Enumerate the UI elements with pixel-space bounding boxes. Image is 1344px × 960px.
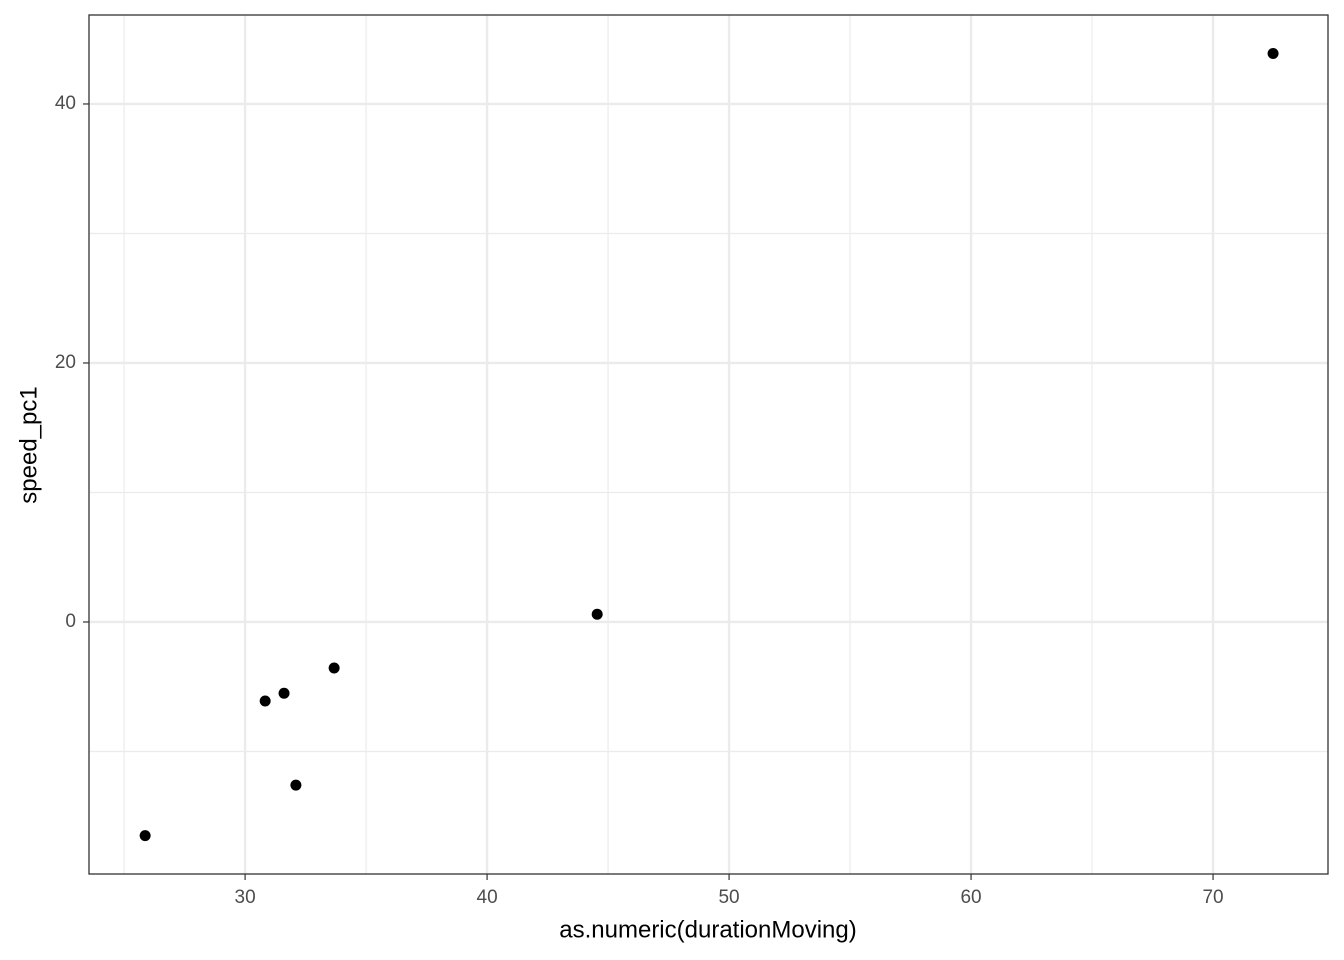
point — [1267, 47, 1279, 59]
grid — [89, 15, 1328, 874]
y-axis-title: speed_pc1 — [15, 386, 42, 503]
x-tick-label: 50 — [718, 887, 739, 908]
point — [591, 608, 603, 620]
point — [290, 779, 302, 791]
panel-border — [88, 14, 1329, 875]
y-tick-label: 0 — [65, 611, 76, 632]
point — [139, 830, 151, 842]
y-tick-label: 20 — [55, 352, 76, 373]
x-axis-title: as.numeric(durationMoving) — [559, 916, 856, 943]
x-tick-label: 60 — [960, 887, 981, 908]
point — [278, 687, 290, 699]
x-tick-label: 40 — [477, 887, 498, 908]
x-tick-label: 30 — [235, 887, 256, 908]
point — [259, 695, 271, 707]
point — [328, 662, 340, 674]
y-tick-label: 40 — [55, 93, 76, 114]
plot-area — [139, 47, 1279, 842]
x-tick-label: 70 — [1202, 887, 1223, 908]
